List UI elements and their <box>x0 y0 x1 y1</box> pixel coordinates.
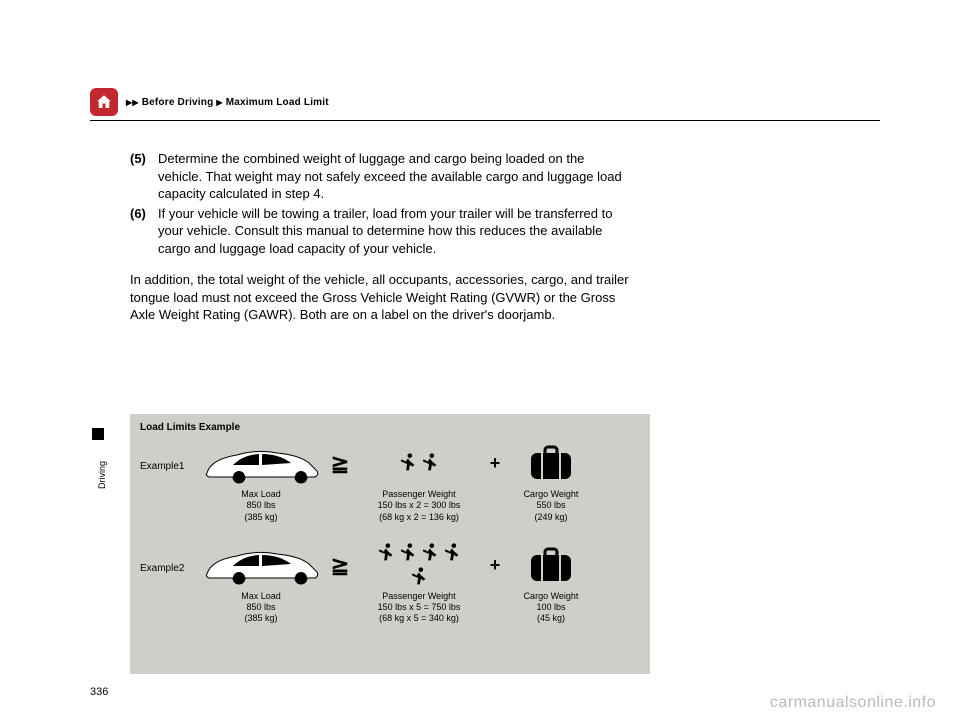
gte-symbol: ≧ <box>326 453 354 509</box>
body-text: (5) Determine the combined weight of lug… <box>130 150 630 324</box>
maxload-caption: Max Load 850 lbs (385 kg) <box>241 489 281 523</box>
example-box-title: Load Limits Example <box>140 422 640 433</box>
step-5: (5) Determine the combined weight of lug… <box>130 150 630 203</box>
passenger-column: Passenger Weight 150 lbs x 5 = 750 lbs (… <box>354 541 484 625</box>
example-1-label: Example1 <box>140 461 196 472</box>
cargo-column: Cargo Weight 550 lbs (249 kg) <box>506 439 596 523</box>
step-6: (6) If your vehicle will be towing a tra… <box>130 205 630 258</box>
example-2-row: Example2 Max Load 850 lbs (385 kg) ≧ <box>140 541 640 625</box>
car-icon <box>199 439 324 487</box>
cargo-caption: Cargo Weight 550 lbs (249 kg) <box>524 489 579 523</box>
passenger-column: Passenger Weight 150 lbs x 2 = 300 lbs (… <box>354 439 484 523</box>
example-2-label: Example2 <box>140 563 196 574</box>
plus-symbol: + <box>484 555 506 610</box>
cargo-caption: Cargo Weight 100 lbs (45 kg) <box>524 591 579 625</box>
section-label: Driving <box>97 461 107 489</box>
passengers-icon <box>374 541 464 589</box>
cargo-column: Cargo Weight 100 lbs (45 kg) <box>506 541 596 625</box>
home-icon[interactable] <box>90 88 118 116</box>
watermark: carmanualsonline.info <box>770 694 936 712</box>
load-limits-example-box: Load Limits Example Example1 Max Load 85… <box>130 414 650 674</box>
section-marker <box>92 428 104 440</box>
suitcase-icon <box>527 439 575 487</box>
car-column: Max Load 850 lbs (385 kg) <box>196 541 326 625</box>
header: ▶▶ Before Driving ▶ Maximum Load Limit <box>90 88 880 116</box>
page-number: 336 <box>90 686 108 698</box>
gte-symbol: ≧ <box>326 555 354 611</box>
gvwr-paragraph: In addition, the total weight of the veh… <box>130 271 630 324</box>
breadcrumb-sep: ▶ <box>216 98 222 107</box>
example-1-row: Example1 Max Load 850 lbs (385 kg) ≧ <box>140 439 640 523</box>
step-text: Determine the combined weight of luggage… <box>158 150 630 203</box>
step-text: If your vehicle will be towing a trailer… <box>158 205 630 258</box>
suitcase-icon <box>527 541 575 589</box>
breadcrumb-part2: Maximum Load Limit <box>226 97 329 108</box>
maxload-caption: Max Load 850 lbs (385 kg) <box>241 591 281 625</box>
passenger-caption: Passenger Weight 150 lbs x 2 = 300 lbs (… <box>378 489 461 523</box>
plus-symbol: + <box>484 453 506 508</box>
breadcrumb-sep: ▶▶ <box>126 98 139 107</box>
breadcrumb: ▶▶ Before Driving ▶ Maximum Load Limit <box>126 97 329 108</box>
car-icon <box>199 541 324 589</box>
passenger-caption: Passenger Weight 150 lbs x 5 = 750 lbs (… <box>378 591 461 625</box>
car-column: Max Load 850 lbs (385 kg) <box>196 439 326 523</box>
breadcrumb-part1: Before Driving <box>142 97 214 108</box>
step-number: (6) <box>130 205 158 258</box>
header-rule <box>90 120 880 121</box>
step-number: (5) <box>130 150 158 203</box>
passengers-icon <box>374 439 464 487</box>
